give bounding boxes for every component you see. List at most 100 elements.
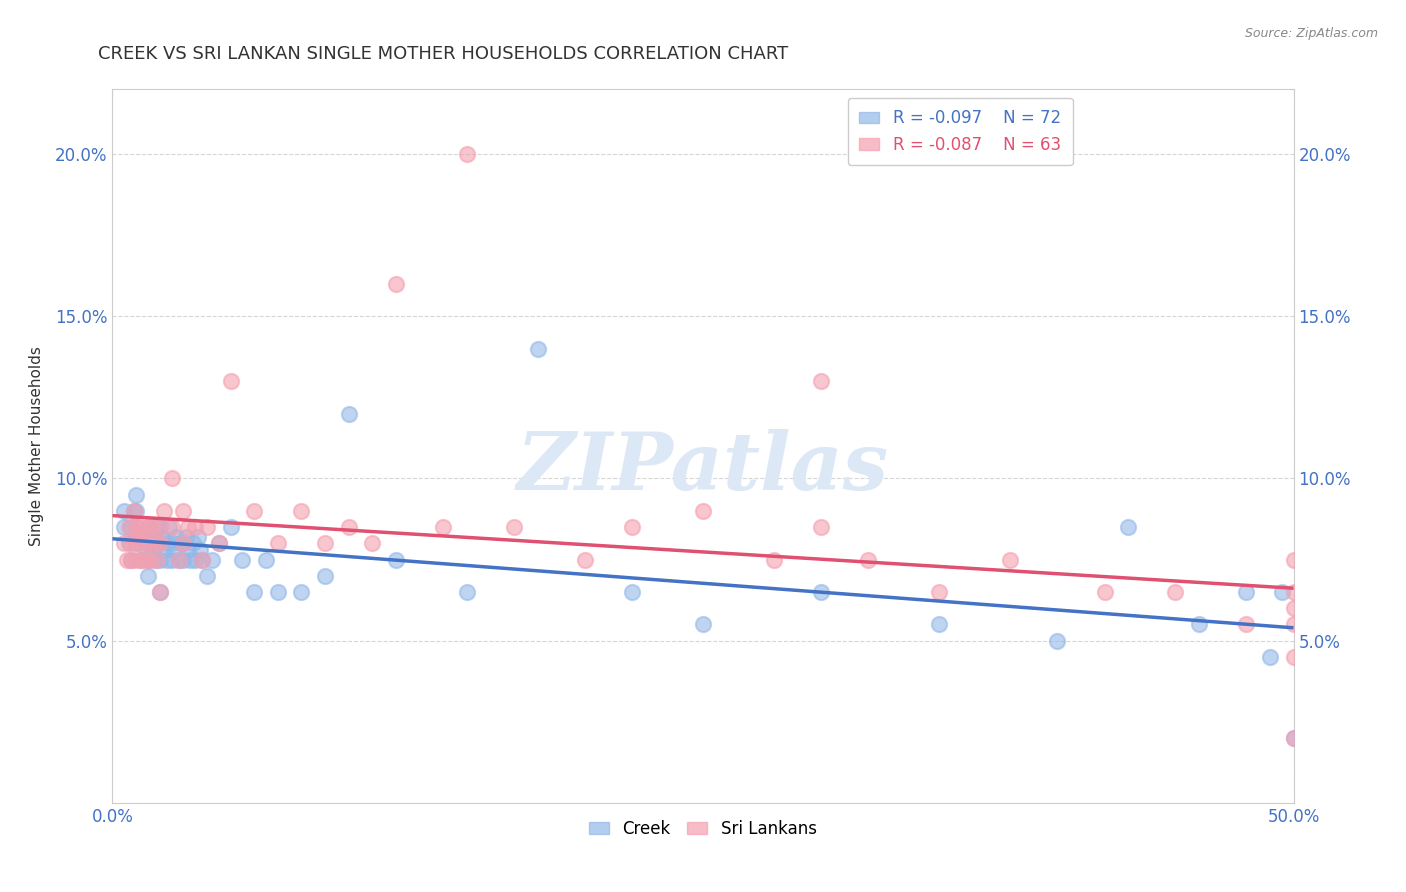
Point bbox=[129, 552, 152, 566]
Point bbox=[858, 552, 880, 566]
Point bbox=[172, 552, 194, 566]
Point bbox=[167, 552, 190, 566]
Point bbox=[135, 552, 157, 566]
Point bbox=[928, 617, 950, 632]
Point bbox=[692, 504, 714, 518]
Point bbox=[172, 536, 194, 550]
Point bbox=[120, 520, 142, 534]
Point bbox=[149, 585, 172, 599]
Point bbox=[1188, 617, 1211, 632]
Point bbox=[172, 504, 194, 518]
Point bbox=[125, 504, 148, 518]
Point bbox=[432, 520, 454, 534]
Point bbox=[1282, 601, 1305, 615]
Point bbox=[125, 488, 148, 502]
Point bbox=[1282, 552, 1305, 566]
Point bbox=[188, 542, 211, 557]
Point bbox=[1258, 649, 1281, 664]
Point bbox=[208, 536, 231, 550]
Point bbox=[195, 520, 218, 534]
Point bbox=[136, 568, 159, 582]
Point bbox=[762, 552, 785, 566]
Point bbox=[385, 552, 408, 566]
Point bbox=[118, 520, 141, 534]
Point bbox=[127, 530, 149, 544]
Point bbox=[1282, 649, 1305, 664]
Text: ZIPatlas: ZIPatlas bbox=[517, 429, 889, 506]
Point bbox=[136, 520, 159, 534]
Point bbox=[385, 277, 408, 291]
Point bbox=[208, 536, 231, 550]
Point bbox=[160, 520, 183, 534]
Point bbox=[219, 520, 242, 534]
Point bbox=[135, 542, 157, 557]
Point bbox=[456, 585, 478, 599]
Point bbox=[142, 520, 165, 534]
Point bbox=[1271, 585, 1294, 599]
Point bbox=[337, 407, 360, 421]
Point bbox=[125, 536, 148, 550]
Point bbox=[153, 504, 176, 518]
Point bbox=[254, 552, 277, 566]
Text: Source: ZipAtlas.com: Source: ZipAtlas.com bbox=[1244, 27, 1378, 40]
Point bbox=[195, 568, 218, 582]
Point bbox=[149, 520, 172, 534]
Text: CREEK VS SRI LANKAN SINGLE MOTHER HOUSEHOLDS CORRELATION CHART: CREEK VS SRI LANKAN SINGLE MOTHER HOUSEH… bbox=[98, 45, 789, 62]
Point bbox=[125, 520, 148, 534]
Point bbox=[267, 536, 290, 550]
Point bbox=[150, 530, 173, 544]
Point bbox=[1282, 617, 1305, 632]
Point bbox=[122, 504, 145, 518]
Point bbox=[160, 471, 183, 485]
Point bbox=[290, 504, 312, 518]
Point bbox=[142, 542, 165, 557]
Point bbox=[191, 552, 214, 566]
Point bbox=[120, 552, 142, 566]
Point bbox=[143, 536, 166, 550]
Point bbox=[136, 536, 159, 550]
Point bbox=[163, 542, 186, 557]
Point bbox=[149, 520, 172, 534]
Point bbox=[146, 552, 169, 566]
Point bbox=[115, 552, 138, 566]
Point bbox=[574, 552, 596, 566]
Point bbox=[136, 536, 159, 550]
Point bbox=[314, 536, 336, 550]
Point bbox=[191, 552, 214, 566]
Point bbox=[201, 552, 224, 566]
Point bbox=[120, 536, 142, 550]
Point bbox=[186, 530, 208, 544]
Point bbox=[1282, 585, 1305, 599]
Point bbox=[143, 552, 166, 566]
Point bbox=[290, 585, 312, 599]
Point bbox=[179, 552, 201, 566]
Point bbox=[810, 520, 832, 534]
Point bbox=[177, 542, 200, 557]
Legend: Creek, Sri Lankans: Creek, Sri Lankans bbox=[582, 814, 824, 845]
Point bbox=[810, 585, 832, 599]
Point bbox=[231, 552, 253, 566]
Point bbox=[267, 585, 290, 599]
Point bbox=[243, 504, 266, 518]
Point bbox=[1234, 617, 1257, 632]
Point bbox=[219, 374, 242, 388]
Point bbox=[139, 530, 162, 544]
Point bbox=[243, 585, 266, 599]
Point bbox=[153, 542, 176, 557]
Point bbox=[314, 568, 336, 582]
Point bbox=[125, 536, 148, 550]
Y-axis label: Single Mother Households: Single Mother Households bbox=[30, 346, 44, 546]
Point bbox=[165, 530, 187, 544]
Point bbox=[136, 520, 159, 534]
Point bbox=[112, 504, 135, 518]
Point bbox=[149, 552, 172, 566]
Point bbox=[174, 530, 197, 544]
Point bbox=[136, 552, 159, 566]
Point bbox=[1234, 585, 1257, 599]
Point bbox=[692, 617, 714, 632]
Point bbox=[160, 536, 183, 550]
Point bbox=[184, 552, 207, 566]
Point bbox=[1116, 520, 1139, 534]
Point bbox=[456, 147, 478, 161]
Point bbox=[526, 342, 548, 356]
